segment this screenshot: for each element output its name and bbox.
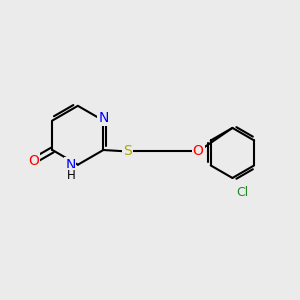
Text: N: N bbox=[98, 111, 109, 125]
Text: O: O bbox=[28, 154, 39, 168]
Text: O: O bbox=[193, 145, 204, 158]
Text: H: H bbox=[67, 169, 76, 182]
Text: Cl: Cl bbox=[236, 186, 248, 199]
Text: N: N bbox=[65, 158, 76, 172]
Text: S: S bbox=[123, 145, 132, 158]
